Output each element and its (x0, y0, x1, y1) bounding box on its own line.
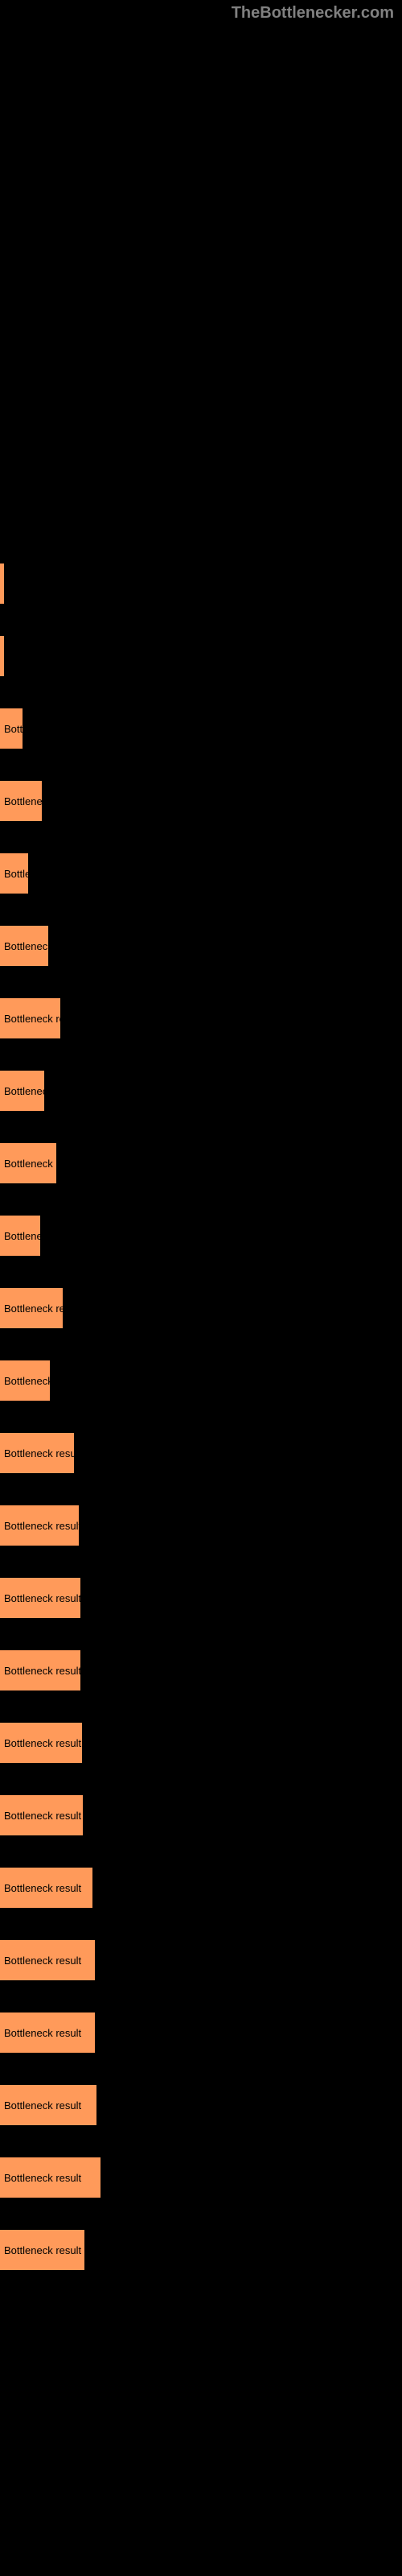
bar: Bottleneck result (0, 1650, 80, 1690)
bar: Bottl (0, 708, 23, 749)
bar-row (0, 636, 402, 676)
bar: Bottleneck result (0, 2013, 95, 2053)
watermark-text: TheBottlenecker.com (232, 4, 394, 23)
bar-row: Bottleneck r (0, 1360, 402, 1401)
bar-row: Bottleneck result (0, 1578, 402, 1618)
bar: Bottleneck result (0, 1433, 74, 1473)
bar: Bottleneck result (0, 2085, 96, 2125)
bar (0, 636, 4, 676)
bar: Bottleneck result (0, 2230, 84, 2270)
bar: Bottlenec (0, 1216, 40, 1256)
bar-row: Bottleneck result (0, 1433, 402, 1473)
bar: Bottleneck resu (0, 1288, 63, 1328)
bar-row: Bottleneck result (0, 1868, 402, 1908)
bar-row: Bottleneck re (0, 1143, 402, 1183)
bar (0, 564, 4, 604)
bar: Bottleneck result (0, 1795, 83, 1835)
bar-row: Bottl (0, 708, 402, 749)
bar-row: Bottleneck result (0, 1650, 402, 1690)
bar: Bottlenec (0, 781, 42, 821)
bar-chart: Bottl Bottlenec Bottler Bottleneck Bottlene… (0, 0, 402, 2270)
bar: Bottleneck (0, 926, 48, 966)
bar-row: Bottler (0, 853, 402, 894)
bar: Bottleneck (0, 1071, 44, 1111)
bar-row: Bottleneck result (0, 1723, 402, 1763)
bar-row: Bottlenec (0, 1216, 402, 1256)
bar: Bottleneck result (0, 1505, 79, 1546)
bar: Bottleneck result (0, 1723, 82, 1763)
bar: Bottler (0, 853, 28, 894)
bar: Bottleneck result (0, 1868, 92, 1908)
bar-row: Bottleneck result (0, 2013, 402, 2053)
bar-row: Bottleneck resu (0, 1288, 402, 1328)
bar: Bottleneck result (0, 1940, 95, 1980)
bar-row: Bottleneck result (0, 1795, 402, 1835)
bar-row: Bottlenec (0, 781, 402, 821)
bar: Bottleneck result (0, 1578, 80, 1618)
bar-row: Bottleneck result (0, 2230, 402, 2270)
bar: Bottleneck re (0, 1143, 56, 1183)
bar-row: Bottleneck res (0, 998, 402, 1038)
bar-row: Bottleneck result (0, 1505, 402, 1546)
bar: Bottleneck result (0, 2157, 100, 2198)
bar-row: Bottleneck (0, 1071, 402, 1111)
bar-row (0, 564, 402, 604)
bar-row: Bottleneck (0, 926, 402, 966)
bar: Bottleneck res (0, 998, 60, 1038)
bar-row: Bottleneck result (0, 2085, 402, 2125)
bar-row: Bottleneck result (0, 1940, 402, 1980)
bar: Bottleneck r (0, 1360, 50, 1401)
bar-row: Bottleneck result (0, 2157, 402, 2198)
